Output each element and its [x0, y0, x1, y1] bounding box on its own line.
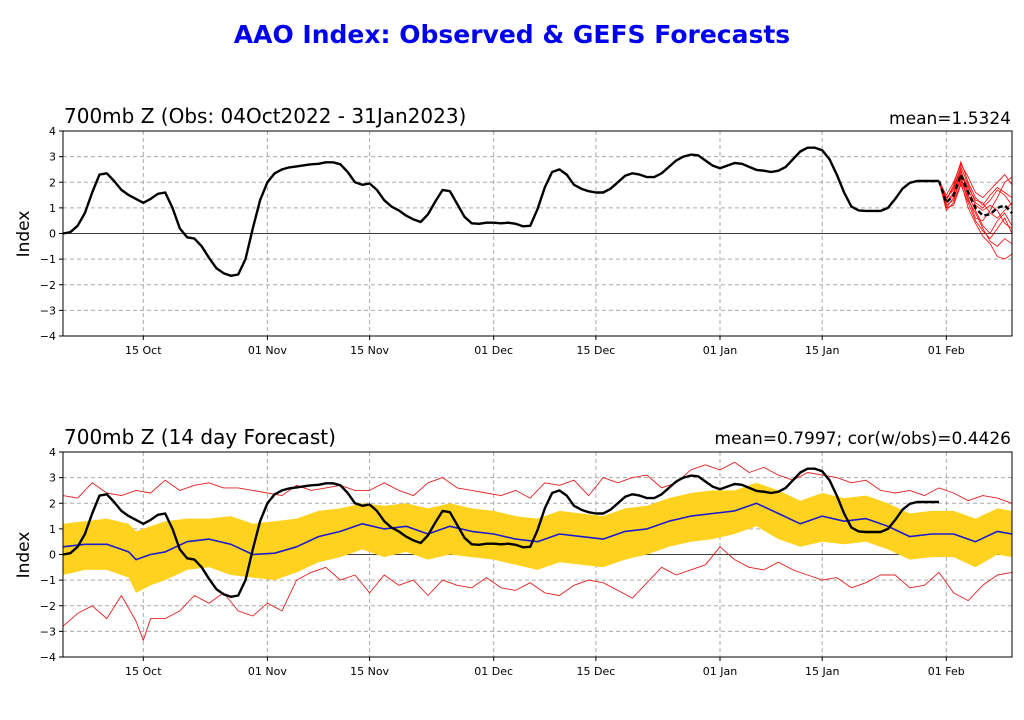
y-tick-label: 3 — [49, 151, 56, 164]
axis-ticks: 4 3 2 1 0 −1 −2 −3 −4 15 Oct 01 Nov 15 Nov 01 Dec 15 … — [40, 125, 965, 357]
ensemble-member-line — [938, 180, 1013, 240]
y-tick-label: −1 — [40, 253, 56, 266]
observed-line — [62, 467, 939, 598]
y-tick-label: −2 — [40, 600, 56, 613]
plot-area — [62, 461, 1013, 641]
ensemble-member-line — [938, 165, 1013, 209]
x-tick-label: 01 Dec — [474, 665, 513, 678]
forecast-upper-line — [62, 461, 1013, 504]
y-tick-label: 2 — [49, 497, 56, 510]
forecast-panel: 700mb Z (14 day Forecast) mean=0.7997; c… — [14, 425, 1013, 678]
x-tick-label: 01 Nov — [248, 344, 287, 357]
plot-frame — [62, 130, 1013, 337]
x-tick-label: 15 Jan — [805, 344, 839, 357]
grid — [63, 131, 1012, 336]
y-tick-label: 4 — [49, 446, 56, 459]
ensemble-member-line — [938, 160, 1013, 206]
forecast-mean-line — [62, 502, 1013, 561]
x-tick-label: 01 Dec — [474, 344, 513, 357]
x-tick-label: 15 Oct — [125, 344, 162, 357]
ensemble-member-line — [938, 180, 1013, 260]
y-tick-label: 2 — [49, 176, 56, 189]
panel-title: 700mb Z (Obs: 04Oct2022 - 31Jan2023) — [64, 104, 466, 128]
y-tick-label: 1 — [49, 523, 56, 536]
y-tick-label: −3 — [40, 304, 56, 317]
x-tick-label: 01 Nov — [248, 665, 287, 678]
y-tick-label: 1 — [49, 202, 56, 215]
x-tick-label: 15 Jan — [805, 665, 839, 678]
y-tick-label: −1 — [40, 574, 56, 587]
x-tick-label: 15 Oct — [125, 665, 162, 678]
plot-frame — [62, 451, 1013, 658]
x-tick-label: 01 Feb — [928, 344, 965, 357]
observed-line — [62, 146, 939, 277]
forecast-ensemble-mean-line — [937, 173, 1013, 217]
y-tick-label: −4 — [40, 330, 56, 343]
observed-panel: 700mb Z (Obs: 04Oct2022 - 31Jan2023) mea… — [14, 104, 1013, 357]
y-tick-label: −3 — [40, 625, 56, 638]
x-tick-label: 15 Nov — [350, 665, 389, 678]
x-tick-label: 01 Jan — [703, 344, 737, 357]
y-tick-label: 4 — [49, 125, 56, 138]
spread-band — [63, 482, 1012, 593]
y-tick-label: −2 — [40, 279, 56, 292]
y-tick-label: 0 — [49, 549, 56, 562]
x-tick-label: 01 Jan — [703, 665, 737, 678]
y-tick-label: 3 — [49, 472, 56, 485]
plot-area — [62, 146, 1013, 277]
ensemble-member-line — [938, 170, 1013, 219]
x-tick-label: 01 Feb — [928, 665, 965, 678]
axis-ticks: 4 3 2 1 0 −1 −2 −3 −4 15 Oct 01 Nov 15 Nov 01 Dec 15 … — [40, 446, 965, 678]
ensemble-member-line — [938, 163, 1013, 199]
x-tick-label: 15 Dec — [577, 665, 616, 678]
ensemble-member-line — [938, 178, 1013, 247]
panel-title: 700mb Z (14 day Forecast) — [64, 425, 336, 449]
ensemble-member-line — [938, 168, 1013, 235]
x-tick-label: 15 Nov — [350, 344, 389, 357]
main-title: AAO Index: Observed & GEFS Forecasts — [234, 20, 790, 49]
y-tick-label: 0 — [49, 228, 56, 241]
panel-mean-cor-stat: mean=0.7997; cor(w/obs)=0.4426 — [715, 429, 1011, 449]
y-axis-label: Index — [14, 211, 34, 258]
forecast-lower-line — [62, 546, 1013, 641]
y-tick-label: −4 — [40, 651, 56, 664]
x-tick-label: 15 Dec — [577, 344, 616, 357]
panel-mean-stat: mean=1.5324 — [889, 109, 1011, 129]
ensemble-member-line — [938, 175, 1013, 222]
y-axis-label: Index — [14, 532, 34, 579]
